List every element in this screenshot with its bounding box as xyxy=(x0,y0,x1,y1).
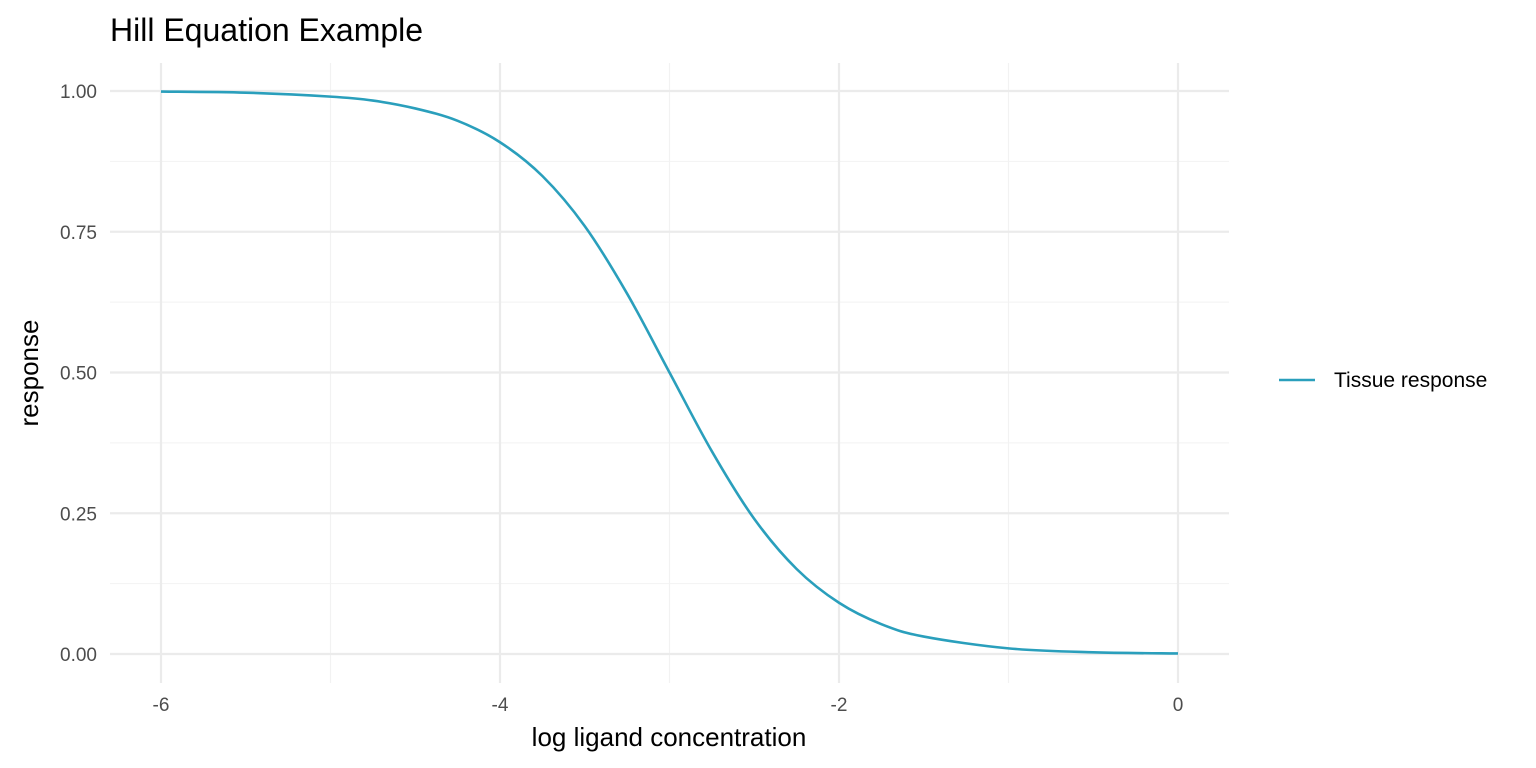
x-tick-label: -4 xyxy=(492,695,509,716)
x-tick-label: -2 xyxy=(831,695,848,716)
y-tick-label: 0.50 xyxy=(60,364,97,385)
major-gridlines-y xyxy=(110,89,1229,656)
x-tick-label: -6 xyxy=(153,695,170,716)
x-axis-title: log ligand concentration xyxy=(532,722,807,752)
x-axis-tick-labels: -6 -4 -2 0 xyxy=(153,695,1184,716)
y-axis-title: response xyxy=(14,320,44,427)
legend-label-tissue-response: Tissue response xyxy=(1334,369,1487,392)
y-tick-label: 0.25 xyxy=(60,504,97,525)
y-tick-label: 0.75 xyxy=(60,223,97,244)
series-line-0 xyxy=(160,90,1179,655)
legend: Tissue response xyxy=(1279,369,1487,392)
y-tick-label: 1.00 xyxy=(60,82,97,103)
series-layer xyxy=(160,90,1179,655)
y-axis-tick-labels: 0.00 0.25 0.50 0.75 1.00 xyxy=(60,82,97,666)
chart-title: Hill Equation Example xyxy=(110,12,423,48)
y-tick-label: 0.00 xyxy=(60,645,97,666)
x-tick-label: 0 xyxy=(1173,695,1184,716)
major-gridlines-x xyxy=(159,63,1180,683)
